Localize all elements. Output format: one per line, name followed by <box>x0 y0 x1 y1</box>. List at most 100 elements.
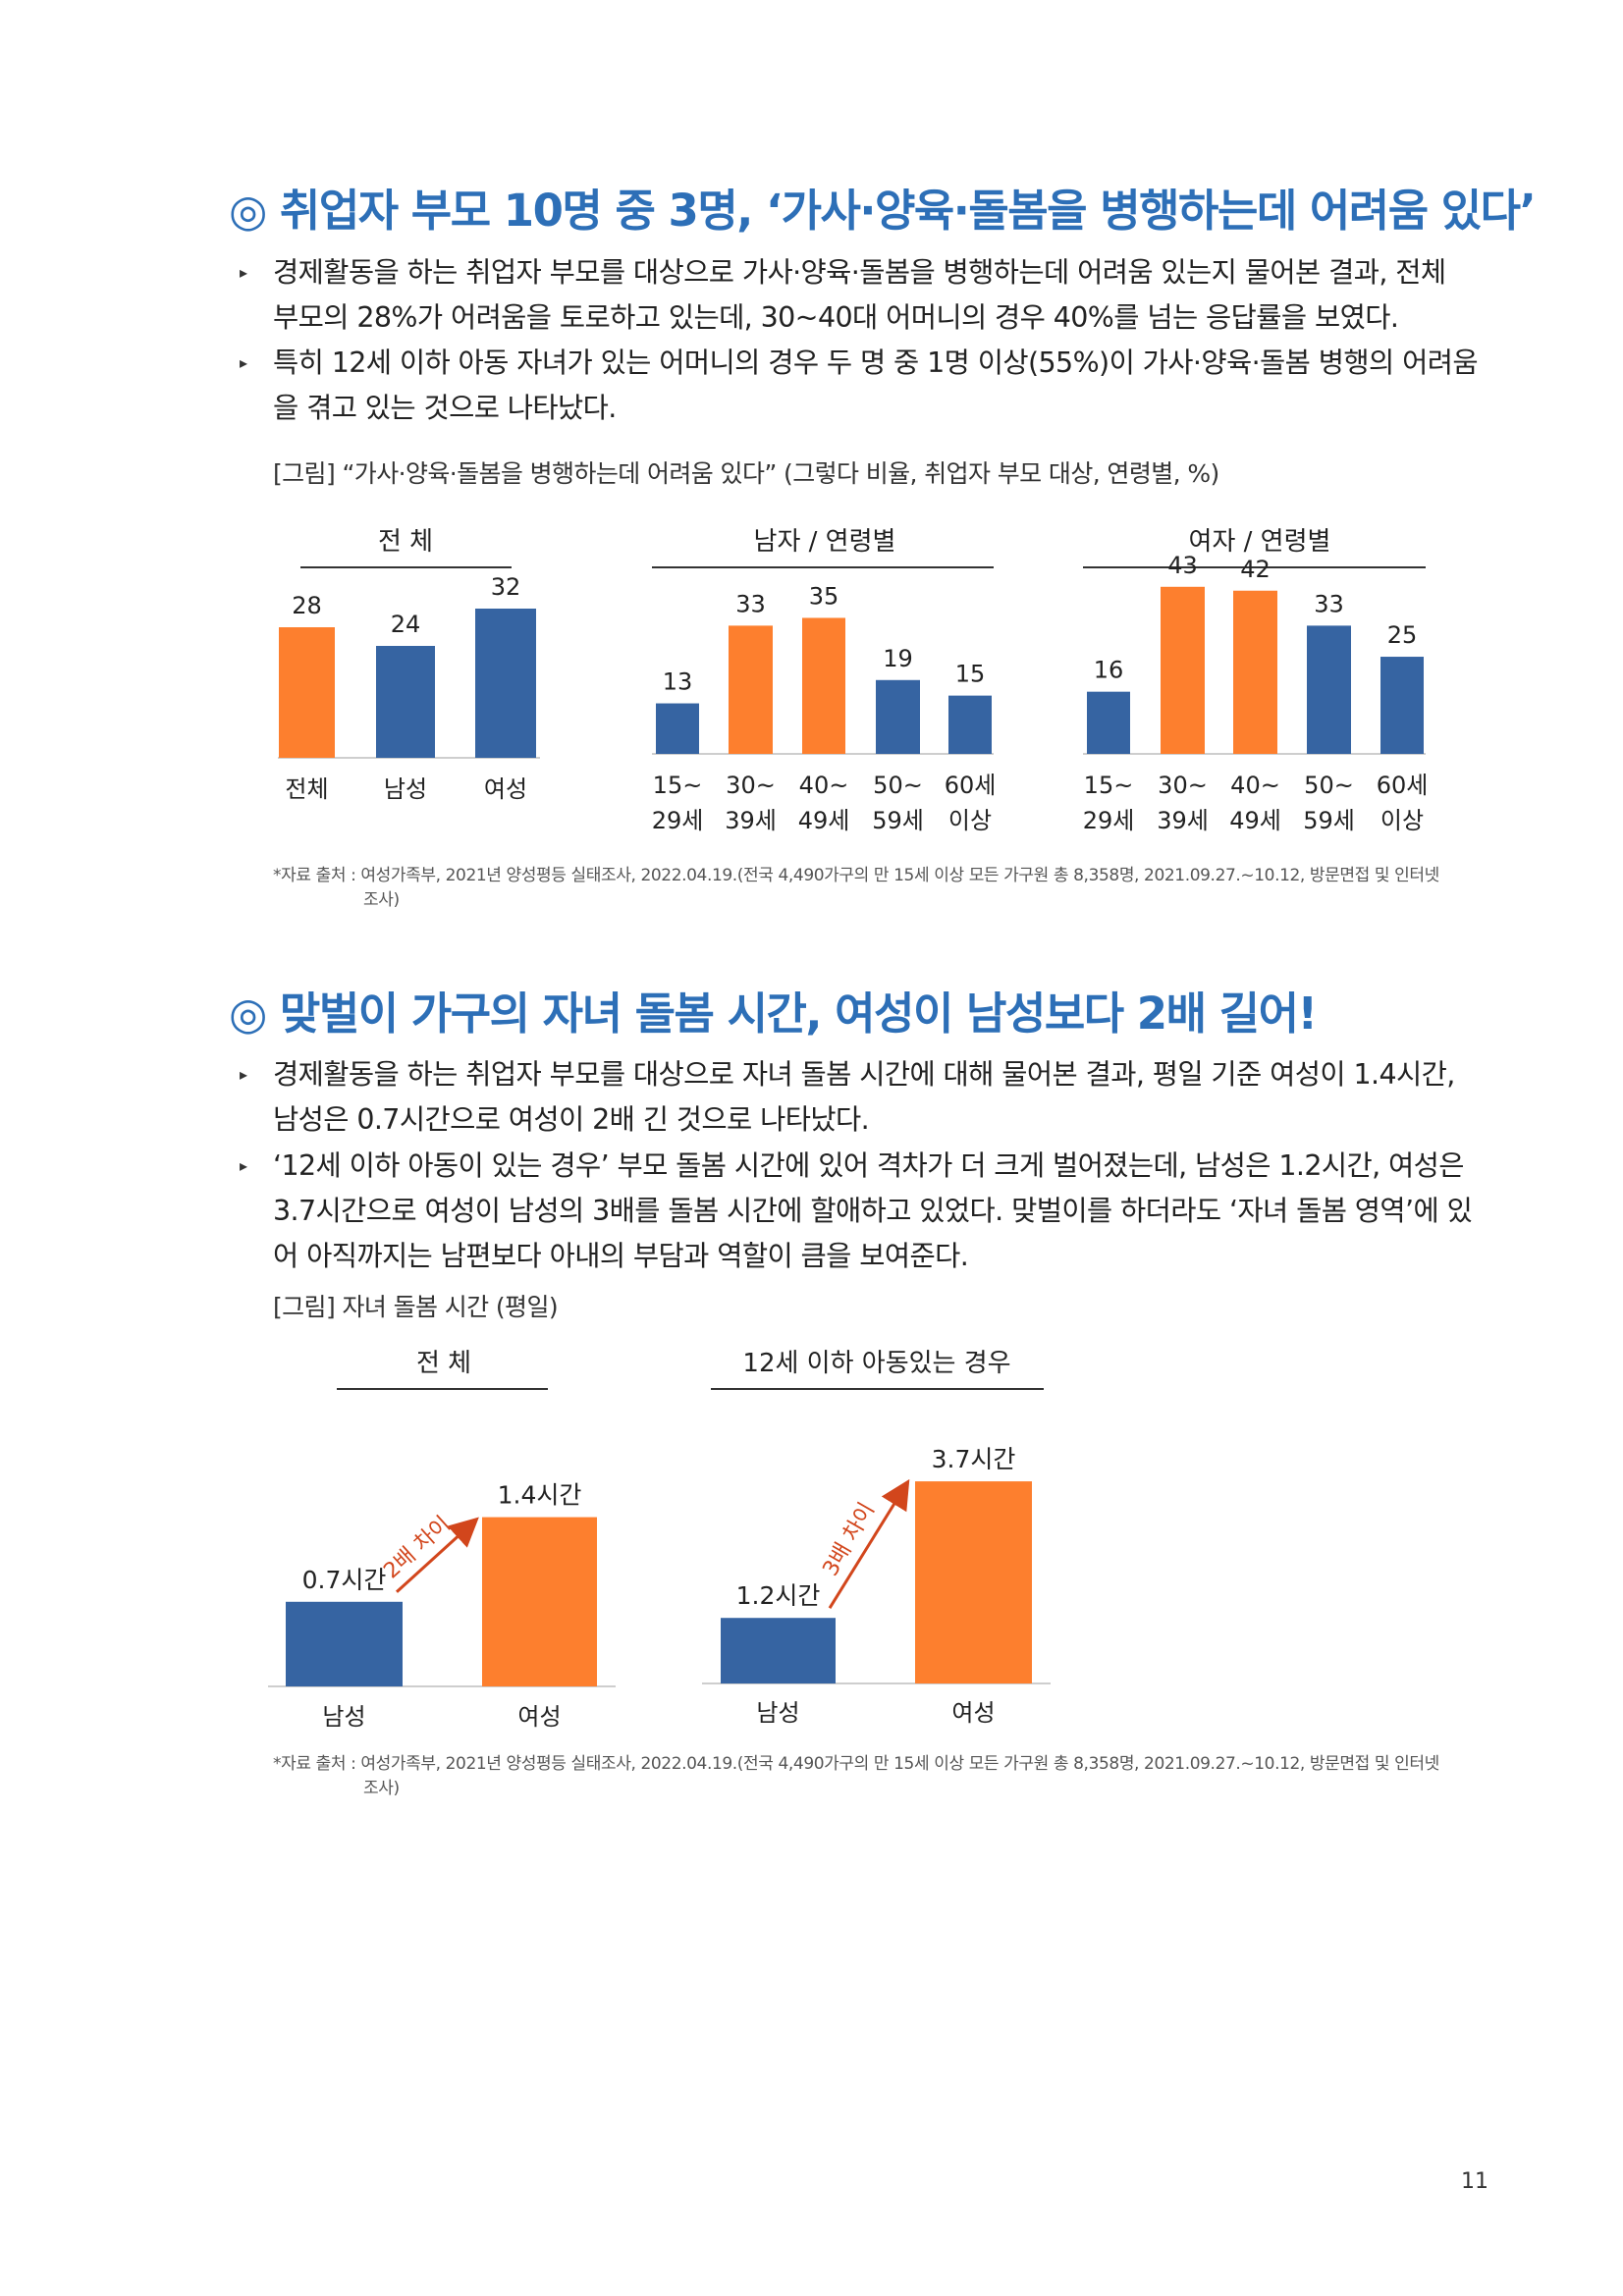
tick-label: 15~ <box>1084 772 1134 799</box>
bar <box>948 695 992 754</box>
paragraph-line: 경제활동을 하는 취업자 부모를 대상으로 가사·양육·돌봄을 병행하는데 어려… <box>273 256 1446 289</box>
tick-label: 49세 <box>798 807 850 834</box>
section1-paragraph1: 경제활동을 하는 취업자 부모를 대상으로 가사·양육·돌봄을 병행하는데 어려… <box>273 250 1477 341</box>
figure1-charts: 전 체 28 전체 24 남성 32 여성 남자 / 연령별 13 15~ 29세 33 30~ 39세… <box>278 527 1429 834</box>
data-label: 42 <box>1240 556 1271 583</box>
chart-title: 남자 / 연령별 <box>754 527 896 557</box>
figure2-caption: [그림] 자녀 돌봄 시간 (평일) <box>273 1293 559 1321</box>
tick-label: 여성 <box>484 775 527 803</box>
bar <box>656 703 699 754</box>
bar <box>475 609 536 758</box>
paragraph-line: ‘12세 이하 아동이 있는 경우’ 부모 돌봄 시간에 있어 격차가 더 크게… <box>273 1149 1464 1182</box>
data-label: 33 <box>1314 590 1344 617</box>
bullet-marker: ▸ <box>240 353 248 372</box>
bar <box>915 1481 1032 1683</box>
difference-arrow <box>395 1517 479 1593</box>
section2-paragraph1: 경제활동을 하는 취업자 부모를 대상으로 자녀 돌봄 시간에 대해 물어본 결… <box>273 1052 1477 1143</box>
tick-label: 여성 <box>951 1699 995 1727</box>
tick-label: 전체 <box>285 775 328 803</box>
paragraph-line: 특히 12세 이하 아동 자녀가 있는 어머니의 경우 두 명 중 1명 이상(… <box>273 347 1479 379</box>
section1-paragraph2: 특히 12세 이하 아동 자녀가 있는 어머니의 경우 두 명 중 1명 이상(… <box>273 341 1479 431</box>
bar <box>729 625 773 754</box>
tick-label: 39세 <box>725 807 777 834</box>
tick-label: 40~ <box>1230 772 1280 799</box>
tick-label: 이상 <box>948 807 992 834</box>
chart-title: 전 체 <box>416 1349 471 1378</box>
source-line: 조사) <box>363 1779 400 1798</box>
tick-label: 15~ <box>653 772 703 799</box>
data-label: 32 <box>491 573 521 601</box>
figure2-source: *자료 출처 : 여성가족부, 2021년 양성평등 실태조사, 2022.04… <box>273 1752 1481 1801</box>
chart-title: 전 체 <box>378 527 433 557</box>
bar <box>876 679 920 754</box>
paragraph-line: 어 아직까지는 남편보다 아내의 부담과 역할이 큼을 보여준다. <box>273 1240 969 1272</box>
tick-label: 29세 <box>1083 807 1135 834</box>
bullet-marker: ▸ <box>240 1065 248 1084</box>
bar <box>286 1601 403 1686</box>
tick-label: 이상 <box>1380 807 1424 834</box>
bar <box>1307 625 1351 754</box>
bar <box>721 1618 836 1683</box>
data-label: 19 <box>883 645 913 672</box>
paragraph-line: 경제활동을 하는 취업자 부모를 대상으로 자녀 돌봄 시간에 대해 물어본 결… <box>273 1058 1455 1091</box>
data-label: 33 <box>735 590 766 617</box>
source-line: *자료 출처 : 여성가족부, 2021년 양성평등 실태조사, 2022.04… <box>273 1754 1439 1774</box>
data-label: 3.7시간 <box>932 1445 1016 1473</box>
bar <box>1380 657 1424 754</box>
tick-label: 30~ <box>726 772 776 799</box>
paragraph-line: 부모의 28%가 어려움을 토로하고 있는데, 30~40대 어머니의 경우 4… <box>273 301 1399 334</box>
section2-paragraph2: ‘12세 이하 아동이 있는 경우’ 부모 돌봄 시간에 있어 격차가 더 크게… <box>273 1144 1477 1279</box>
data-label: 1.2시간 <box>736 1581 821 1610</box>
data-label: 15 <box>955 661 986 688</box>
tick-label: 30~ <box>1158 772 1208 799</box>
tick-label: 39세 <box>1157 807 1209 834</box>
tick-label: 60세 <box>1377 772 1429 799</box>
chart-female-by-age: 여자 / 연령별 16 15~ 29세 43 30~ 39세 42 40~ 49세 33 50~ 59세… <box>1083 527 1429 834</box>
bullet-marker: ▸ <box>240 1156 248 1175</box>
bar <box>279 627 335 758</box>
tick-label: 60세 <box>945 772 997 799</box>
source-line: *자료 출처 : 여성가족부, 2021년 양성평등 실태조사, 2022.04… <box>273 866 1439 885</box>
tick-label: 여성 <box>517 1703 561 1731</box>
tick-label: 29세 <box>652 807 704 834</box>
difference-arrow <box>828 1478 910 1610</box>
tick-label: 40~ <box>799 772 849 799</box>
data-label: 25 <box>1387 621 1418 649</box>
figure1-caption: [그림] “가사·양육·돌봄을 병행하는데 어려움 있다” (그렇다 비율, 취… <box>273 459 1219 488</box>
figure1-source: *자료 출처 : 여성가족부, 2021년 양성평등 실태조사, 2022.04… <box>273 864 1481 913</box>
bullet-marker: ▸ <box>240 263 248 282</box>
data-label: 43 <box>1167 552 1198 579</box>
source-line: 조사) <box>363 890 400 910</box>
section1-title: ◎ 취업자 부모 10명 중 3명, ‘가사·양육·돌봄을 병행하는데 어려움 … <box>229 185 1537 237</box>
bar <box>1233 590 1277 754</box>
data-label: 28 <box>292 592 322 619</box>
bar <box>1087 691 1130 754</box>
tick-label: 남성 <box>322 1703 365 1731</box>
paragraph-line: 남성은 0.7시간으로 여성이 2배 긴 것으로 나타났다. <box>273 1103 870 1136</box>
tick-label: 남성 <box>384 775 427 803</box>
chart-overall: 전 체 28 전체 24 남성 32 여성 <box>278 527 540 803</box>
paragraph-line: 3.7시간으로 여성이 남성의 3배를 돌봄 시간에 할애하고 있었다. 맞벌이… <box>273 1195 1473 1227</box>
data-label: 1.4시간 <box>498 1481 582 1510</box>
chart-title: 12세 이하 아동있는 경우 <box>742 1349 1010 1378</box>
data-label: 24 <box>391 611 421 638</box>
paragraph-line: 을 겪고 있는 것으로 나타났다. <box>273 392 617 424</box>
tick-label: 49세 <box>1229 807 1281 834</box>
tick-label: 50~ <box>873 772 923 799</box>
data-label: 0.7시간 <box>302 1566 387 1594</box>
chart-title: 여자 / 연령별 <box>1189 527 1331 557</box>
data-label: 16 <box>1094 657 1124 684</box>
data-label: 13 <box>663 668 693 696</box>
bar <box>376 646 435 758</box>
bar <box>802 617 845 754</box>
tick-label: 59세 <box>872 807 924 834</box>
tick-label: 남성 <box>756 1699 799 1727</box>
data-label: 35 <box>809 582 839 610</box>
bar <box>1161 586 1205 754</box>
bar <box>482 1517 597 1686</box>
page-number: 11 <box>1461 2169 1488 2194</box>
tick-label: 50~ <box>1304 772 1354 799</box>
section2-title: ◎ 맞벌이 가구의 자녀 돌봄 시간, 여성이 남성보다 2배 길어! <box>229 988 1318 1040</box>
